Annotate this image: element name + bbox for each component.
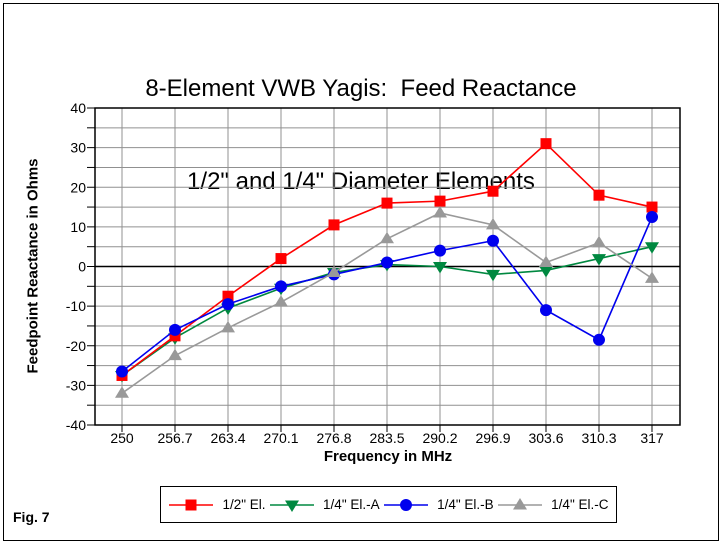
series-marker-3 [380, 231, 394, 244]
y-tick-label: -40 [66, 417, 86, 433]
series-marker-2 [222, 298, 234, 311]
y-tick-label: 40 [70, 100, 86, 116]
y-tick-label: -30 [66, 377, 86, 393]
series-marker-0 [381, 197, 393, 209]
legend-swatch-icon [270, 500, 315, 512]
series-marker-0 [275, 253, 287, 265]
y-tick-label: 0 [78, 259, 86, 275]
legend-item-0: 1/2" El. [168, 497, 266, 512]
series-marker-1 [592, 254, 606, 266]
legend-item-2: 1/4" El.-B [383, 497, 494, 512]
legend-label: 1/4" El.-C [551, 497, 609, 512]
x-tick-label: 250 [110, 430, 134, 446]
series-marker-3 [221, 320, 235, 333]
series-marker-1 [486, 269, 500, 282]
x-tick-label: 263.4 [210, 430, 245, 446]
series-marker-3 [274, 295, 288, 307]
series-marker-2 [275, 280, 287, 293]
plot-border [94, 107, 681, 426]
x-tick-label: 276.8 [316, 430, 351, 446]
y-axis-title: Feedpoint Reactance in Ohms [24, 158, 42, 374]
series-marker-1 [539, 265, 553, 278]
chart-title-line1: 8-Element VWB Yagis: Feed Reactance [145, 75, 577, 102]
series-marker-2 [646, 210, 658, 223]
y-tick-label: 10 [70, 219, 86, 235]
series-marker-0 [434, 195, 446, 207]
x-tick-label: 317 [640, 430, 664, 446]
series-marker-2 [487, 234, 499, 247]
legend-label: 1/4" El.-B [437, 497, 494, 512]
legend: 1/2" El. 1/4" El.-A 1/4" El.-B 1/4" El.-C [160, 486, 617, 523]
series-marker-2 [434, 244, 446, 257]
series-marker-2 [593, 333, 605, 346]
legend-swatch-icon [169, 499, 214, 510]
figure-label: Fig. 7 [13, 509, 50, 525]
y-tick-label: 20 [70, 179, 86, 195]
legend-marker-icon [400, 498, 413, 511]
x-tick-label: 296.9 [475, 430, 510, 446]
chart-title: 8-Element VWB Yagis: Feed Reactance 1/2"… [0, 11, 722, 259]
legend-swatch-icon [498, 497, 543, 509]
series-marker-2 [116, 365, 128, 378]
series-marker-1 [433, 262, 447, 274]
legend-label: 1/4" El.-A [323, 497, 380, 512]
page-border [3, 3, 719, 541]
x-tick-label: 310.3 [581, 430, 616, 446]
x-tick-label: 303.6 [528, 430, 563, 446]
series-marker-3 [592, 235, 606, 248]
series-marker-3 [168, 348, 182, 361]
series-marker-0 [328, 219, 340, 231]
legend-swatch-icon [384, 498, 429, 511]
legend-marker-icon [513, 497, 528, 509]
x-tick-label: 256.7 [157, 430, 192, 446]
series-marker-0 [222, 290, 234, 302]
x-axis-title: Frequency in MHz [323, 448, 453, 465]
series-marker-3 [115, 386, 129, 398]
legend-item-3: 1/4" El.-C [497, 497, 608, 512]
legend-item-1: 1/4" El.-A [269, 497, 380, 512]
legend-marker-icon [285, 500, 300, 512]
series-marker-3 [645, 271, 659, 283]
chart-title-line2: 1/2" and 1/4" Diameter Elements [187, 168, 535, 195]
series-marker-3 [327, 265, 341, 277]
series-marker-3 [433, 206, 447, 218]
x-tick-label: 283.5 [369, 430, 404, 446]
series-marker-2 [540, 304, 552, 317]
series-marker-0 [593, 189, 605, 201]
series-marker-0 [540, 138, 552, 150]
legend-marker-icon [185, 499, 197, 510]
series-marker-2 [169, 323, 181, 336]
x-tick-label: 290.2 [422, 430, 457, 446]
series-marker-0 [646, 201, 658, 213]
legend-label: 1/2" El. [222, 497, 266, 512]
y-tick-label: 30 [70, 140, 86, 156]
series-marker-2 [381, 256, 393, 269]
y-tick-label: -10 [66, 298, 86, 314]
x-tick-label: 270.1 [263, 430, 298, 446]
series-marker-0 [487, 185, 499, 197]
series-marker-1 [645, 242, 659, 254]
series-marker-3 [539, 255, 553, 268]
y-tick-label: -20 [66, 338, 86, 354]
series-marker-3 [486, 217, 500, 230]
